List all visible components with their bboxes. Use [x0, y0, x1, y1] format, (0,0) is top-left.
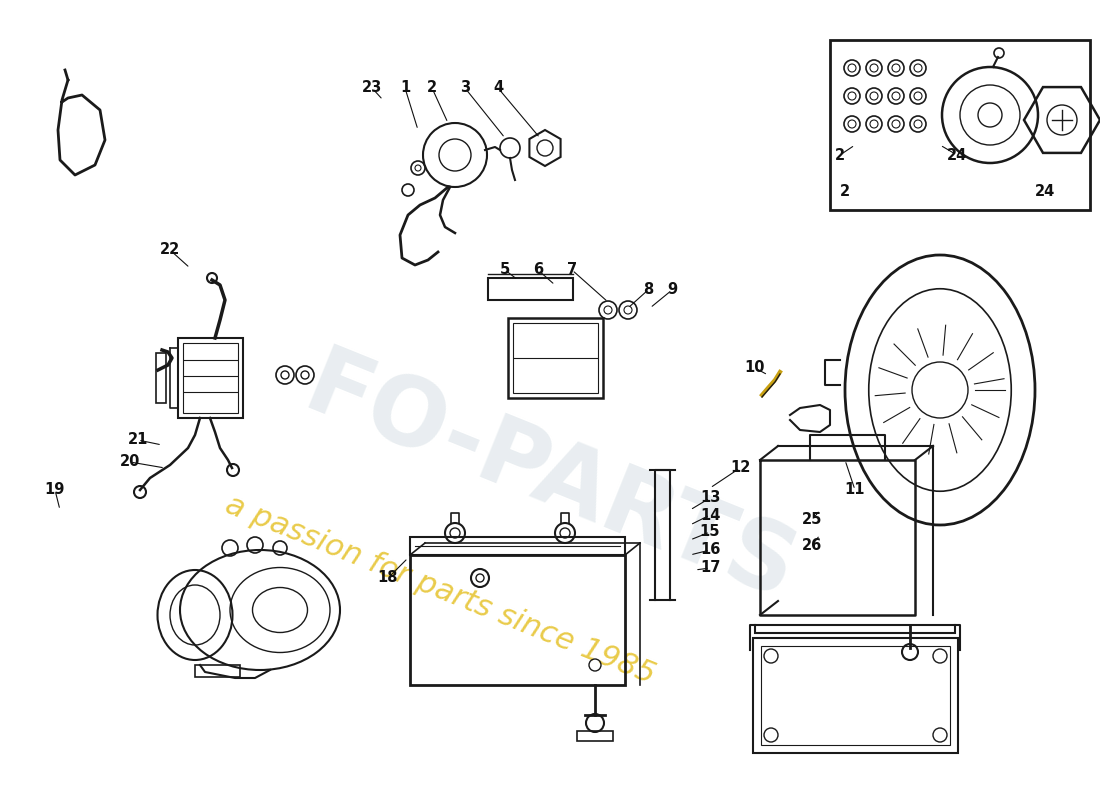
Text: 26: 26	[802, 538, 822, 553]
Bar	[178, 338, 243, 418]
Bar	[754, 638, 958, 753]
Text: 21: 21	[128, 433, 148, 447]
Bar	[578, 731, 613, 741]
Text: 14: 14	[700, 507, 720, 522]
Bar	[183, 343, 238, 413]
Text: 2: 2	[840, 185, 850, 199]
Bar	[410, 555, 625, 685]
Text: 11: 11	[845, 482, 866, 498]
Text: 16: 16	[700, 542, 720, 558]
Text: 13: 13	[700, 490, 720, 506]
Text: 10: 10	[745, 361, 766, 375]
Text: 19: 19	[45, 482, 65, 498]
Text: 6: 6	[532, 262, 543, 278]
Text: 12: 12	[729, 461, 750, 475]
Text: 2: 2	[835, 147, 845, 162]
Bar	[488, 278, 573, 300]
Text: 3: 3	[460, 81, 470, 95]
Text: 25: 25	[802, 513, 822, 527]
Text: a passion for parts since 1985: a passion for parts since 1985	[221, 490, 659, 690]
Text: 17: 17	[700, 561, 720, 575]
Text: 22: 22	[160, 242, 180, 258]
Text: 7: 7	[566, 262, 578, 278]
Bar	[513, 323, 598, 393]
Bar	[156, 353, 166, 403]
Text: FO-PARTS: FO-PARTS	[292, 340, 808, 620]
Bar	[830, 40, 1090, 210]
Text: 9: 9	[667, 282, 678, 298]
Text: 20: 20	[120, 454, 140, 470]
Text: 18: 18	[377, 570, 398, 586]
Text: 4: 4	[493, 81, 503, 95]
Text: 1: 1	[400, 81, 410, 95]
Text: 8: 8	[642, 282, 653, 298]
Text: 24: 24	[1035, 185, 1055, 199]
Bar	[755, 625, 955, 633]
Bar	[508, 318, 603, 398]
Text: 24: 24	[947, 147, 967, 162]
Text: 15: 15	[700, 525, 720, 539]
Text: 23: 23	[362, 81, 382, 95]
Bar	[195, 665, 240, 677]
Text: 2: 2	[427, 81, 437, 95]
Text: 5: 5	[499, 262, 510, 278]
Bar	[410, 537, 625, 555]
Bar	[761, 646, 950, 745]
